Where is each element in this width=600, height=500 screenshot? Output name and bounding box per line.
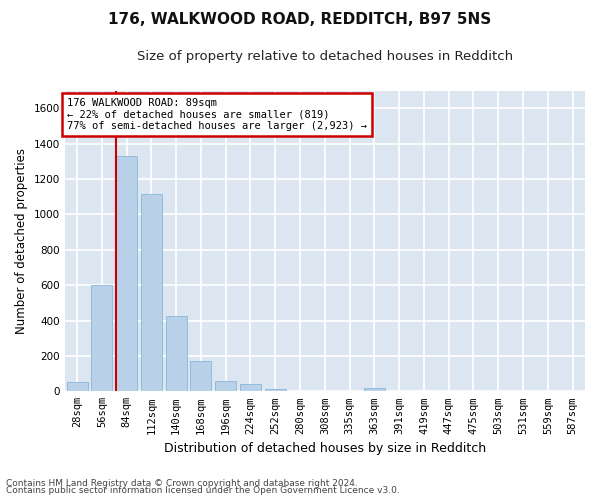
Bar — [265, 388, 286, 392]
Bar — [67, 382, 88, 392]
Title: Size of property relative to detached houses in Redditch: Size of property relative to detached ho… — [137, 50, 513, 63]
Bar — [141, 194, 162, 392]
Bar — [190, 361, 211, 392]
Bar — [215, 380, 236, 392]
Text: Contains HM Land Registry data © Crown copyright and database right 2024.: Contains HM Land Registry data © Crown c… — [6, 478, 358, 488]
Text: Contains public sector information licensed under the Open Government Licence v3: Contains public sector information licen… — [6, 486, 400, 495]
Text: 176 WALKWOOD ROAD: 89sqm
← 22% of detached houses are smaller (819)
77% of semi-: 176 WALKWOOD ROAD: 89sqm ← 22% of detach… — [67, 98, 367, 132]
Bar — [240, 384, 261, 392]
Bar — [364, 388, 385, 392]
Bar — [91, 285, 112, 392]
Bar — [166, 316, 187, 392]
Bar — [116, 156, 137, 392]
X-axis label: Distribution of detached houses by size in Redditch: Distribution of detached houses by size … — [164, 442, 486, 455]
Text: 176, WALKWOOD ROAD, REDDITCH, B97 5NS: 176, WALKWOOD ROAD, REDDITCH, B97 5NS — [109, 12, 491, 28]
Y-axis label: Number of detached properties: Number of detached properties — [15, 148, 28, 334]
